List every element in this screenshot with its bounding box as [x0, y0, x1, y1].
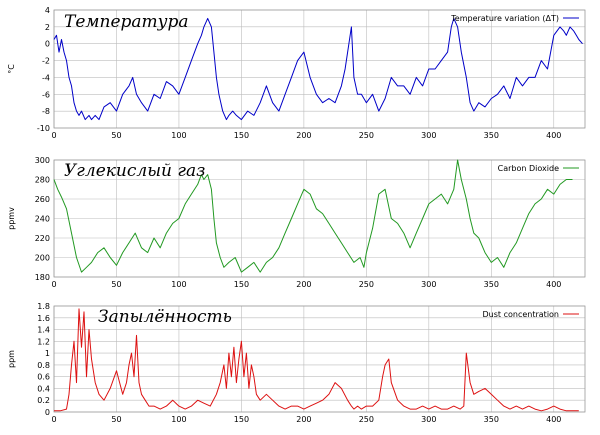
x-tick-label: 300	[421, 415, 436, 424]
y-tick-label: 4	[45, 6, 50, 15]
x-tick-label: 0	[51, 415, 56, 424]
x-tick-label: 350	[484, 280, 499, 289]
x-tick-label: 200	[296, 131, 311, 140]
x-tick-label: 150	[234, 415, 249, 424]
x-tick-label: 0	[51, 280, 56, 289]
y-axis-label: ppm	[7, 350, 16, 368]
y-tick-label: 180	[35, 273, 50, 282]
x-tick-label: 100	[171, 415, 186, 424]
x-tick-label: 150	[234, 280, 249, 289]
plot-frame	[53, 159, 586, 278]
x-tick-label: 100	[171, 131, 186, 140]
chart-panel-dust: 0 0.2 0.4 0.6 0.8 1 1.2 1.4 1.6 1.8 0 50 100 150 200 25…	[7, 302, 586, 424]
x-tick-label: 50	[111, 280, 121, 289]
series-line-co2	[53, 159, 573, 273]
series-line-dust	[54, 308, 579, 412]
y-tick-label: -10	[37, 124, 50, 133]
y-tick-label: 1.4	[37, 326, 50, 335]
x-tick-label: 350	[484, 131, 499, 140]
chart-panel-co2: 180 200 220 240 260 280 300 0 50 100 150 200 250 300 3…	[7, 156, 586, 289]
chart-title: Температура	[64, 12, 189, 32]
y-tick-label: 280	[35, 176, 50, 185]
y-tick-label: 0	[45, 408, 50, 417]
y-tick-label: 0.2	[37, 396, 50, 405]
legend-entry: Dust concentration	[483, 310, 559, 319]
y-tick-label: 2	[45, 23, 50, 32]
x-tick-label: 400	[546, 280, 561, 289]
y-axis-label: ppmv	[7, 207, 16, 230]
x-tick-label: 50	[111, 415, 121, 424]
x-tick-label: 350	[484, 415, 499, 424]
y-tick-label: -8	[42, 107, 50, 116]
y-axis-label: °C	[7, 64, 16, 74]
y-tick-label: 0.6	[37, 373, 50, 382]
y-tick-label: 0.4	[37, 384, 50, 393]
series-line-temperature	[53, 17, 583, 121]
x-tick-label: 400	[546, 131, 561, 140]
y-tick-label: 240	[35, 215, 50, 224]
y-tick-label: 260	[35, 195, 50, 204]
y-tick-label: -2	[42, 57, 50, 66]
legend-entry: Carbon Dioxide	[498, 164, 559, 173]
x-tick-label: 100	[171, 280, 186, 289]
y-tick-label: 1.8	[37, 302, 50, 311]
x-tick-label: 150	[234, 131, 249, 140]
x-tick-label: 50	[111, 131, 121, 140]
x-tick-label: 250	[359, 131, 374, 140]
y-tick-label: 1.2	[37, 337, 50, 346]
y-tick-label: 300	[35, 156, 50, 165]
chart-title: Углекислый газ	[64, 161, 205, 181]
y-tick-label: 1.6	[37, 314, 50, 323]
plot-frame	[53, 305, 586, 413]
x-tick-label: 0	[51, 131, 56, 140]
x-tick-label: 400	[546, 415, 561, 424]
y-tick-label: -6	[42, 90, 50, 99]
x-tick-label: 300	[421, 280, 436, 289]
y-tick-label: -4	[42, 73, 50, 82]
chart-title: Запылённость	[98, 307, 232, 327]
chart-panel-temperature: -10 -8 -6 -4 -2 0 2 4 0 50 100 150 200 250 300 350 400 °C…	[7, 6, 586, 140]
x-tick-label: 200	[296, 415, 311, 424]
x-tick-label: 250	[359, 280, 374, 289]
y-tick-label: 200	[35, 254, 50, 263]
x-tick-label: 200	[296, 280, 311, 289]
y-tick-label: 1	[45, 349, 50, 358]
y-tick-label: 0	[45, 40, 50, 49]
plot-frame	[53, 9, 586, 129]
x-tick-label: 300	[421, 131, 436, 140]
y-tick-label: 0.8	[37, 361, 50, 370]
y-tick-label: 220	[35, 234, 50, 243]
legend-entry: Temperature variation (ΔT)	[450, 14, 559, 23]
x-tick-label: 250	[359, 415, 374, 424]
